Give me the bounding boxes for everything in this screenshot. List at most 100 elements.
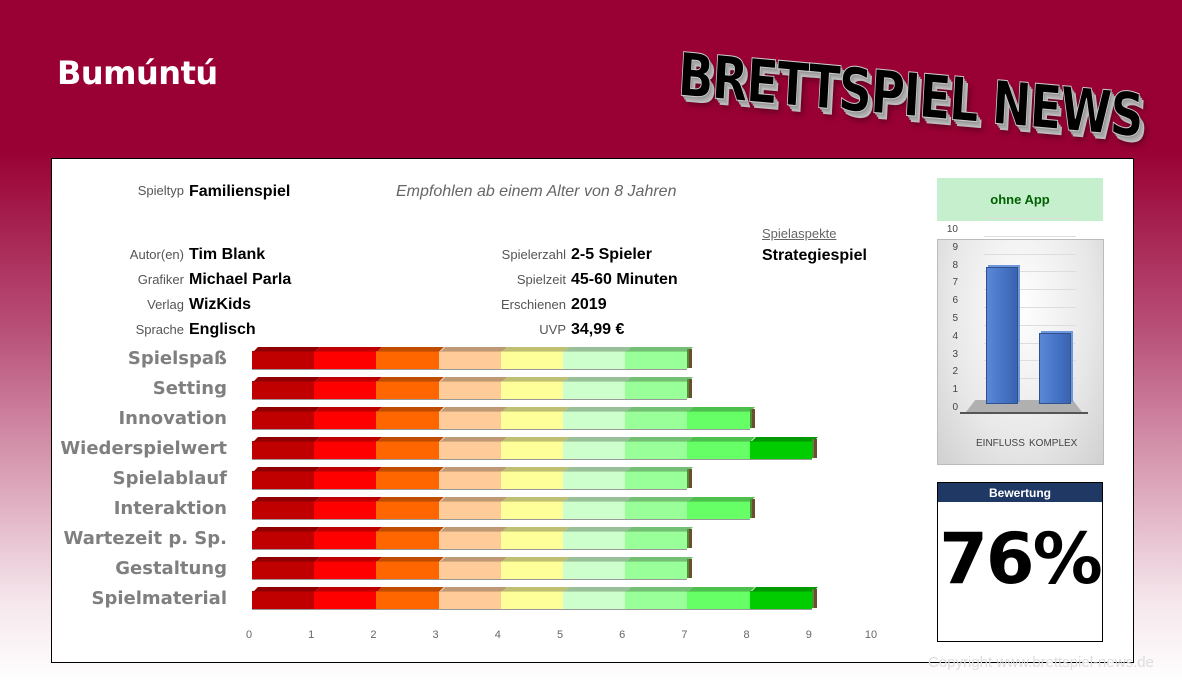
bar-end-cap xyxy=(687,529,693,548)
bar-end-cap xyxy=(687,379,693,398)
bar-segment xyxy=(438,471,501,490)
x-axis-tick: 0 xyxy=(245,629,253,641)
bar-segment xyxy=(376,501,439,520)
y-axis-tick: 1 xyxy=(952,384,958,396)
criterion-bar xyxy=(252,529,693,550)
bar-segment xyxy=(625,381,688,400)
criterion-label: Spielspaß xyxy=(127,348,227,369)
rating-value: 76% xyxy=(939,518,1103,600)
mini-category-label: KOMPLEX xyxy=(1029,438,1078,449)
bar-segment xyxy=(625,411,688,430)
publisher-value: WizKids xyxy=(189,296,252,313)
bar-segment xyxy=(252,441,315,460)
gridline xyxy=(984,378,1076,380)
bar-segment xyxy=(687,501,750,520)
bar-segment xyxy=(500,501,563,520)
bar-segment xyxy=(562,351,626,370)
criterion-bar xyxy=(252,469,693,490)
bar-segment xyxy=(500,591,563,610)
bar-segment xyxy=(749,591,812,610)
release-value: 2019 xyxy=(571,296,607,313)
bar-segment xyxy=(314,471,377,490)
bar-segment xyxy=(252,351,315,370)
x-axis-tick: 3 xyxy=(432,629,439,641)
bar-end-cap xyxy=(811,589,817,608)
criterion-bar xyxy=(252,379,693,400)
bar-segment xyxy=(500,471,563,490)
bar-segment xyxy=(314,411,377,430)
bar-segment xyxy=(438,501,501,520)
gridline xyxy=(984,235,1076,237)
x-axis-tick: 9 xyxy=(805,629,812,641)
price-value: 34,99 € xyxy=(571,321,625,338)
language-value: Englisch xyxy=(189,321,256,338)
bar-segment xyxy=(438,381,501,400)
bar-end-cap xyxy=(749,499,755,518)
bar-segment xyxy=(252,561,315,580)
author-label: Autor(en) xyxy=(129,247,184,262)
release-label: Erschienen xyxy=(500,297,566,312)
game-title: Bumúntú xyxy=(57,54,218,92)
x-axis-line xyxy=(960,412,1088,414)
bar-segment xyxy=(252,501,315,520)
y-axis-tick: 5 xyxy=(952,313,958,324)
bar-segment xyxy=(438,351,501,370)
x-axis-tick: 1 xyxy=(308,629,315,641)
criterion-label: Innovation xyxy=(118,408,227,429)
bar-segment xyxy=(252,411,315,430)
bar-segment xyxy=(314,351,377,370)
illustrator-value: Michael Parla xyxy=(189,271,292,288)
mini-category-label: EINFLUSS xyxy=(976,438,1025,449)
bar-end-cap xyxy=(687,349,693,368)
bar-segment xyxy=(625,441,688,460)
x-axis-tick: 2 xyxy=(370,629,377,641)
bar-segment xyxy=(438,441,501,460)
bar-segment xyxy=(252,591,315,610)
bar-segment xyxy=(252,531,315,550)
gridline xyxy=(984,218,1076,219)
criterion-bar xyxy=(252,499,755,520)
bar-segment xyxy=(562,591,626,610)
copyright-text: Copyright www.brettspiel-news.de xyxy=(928,654,1154,671)
criterion-label: Interaktion xyxy=(113,498,227,519)
bar-segment xyxy=(562,381,626,400)
illustrator-label: Grafiker xyxy=(137,272,184,287)
bar-end-cap xyxy=(687,559,693,578)
criterion-label: Wartezeit p. Sp. xyxy=(63,528,227,549)
x-axis-tick: 10 xyxy=(864,629,878,641)
y-axis-tick: 4 xyxy=(952,330,958,342)
y-axis-tick: 2 xyxy=(952,366,958,378)
bar-segment xyxy=(562,501,626,520)
bar-end-cap xyxy=(749,409,755,428)
x-axis-tick: 8 xyxy=(743,629,750,641)
app-badge: ohne App xyxy=(937,178,1103,221)
aspects-value: Strategiespiel xyxy=(762,247,867,264)
y-axis-tick: 9 xyxy=(952,241,958,253)
y-axis-tick: 10 xyxy=(946,224,958,235)
bar-segment xyxy=(438,591,501,610)
criterion-bar xyxy=(252,409,755,430)
rating-header: Bewertung xyxy=(938,483,1102,502)
bar-end-cap xyxy=(687,469,693,488)
influence-complexity-chart: 0 1 2 3 4 5 6 7 8 9 10 EINFLUSS KOMPLEX xyxy=(937,218,1104,465)
bar-segment xyxy=(376,411,439,430)
bar-segment xyxy=(500,441,563,460)
author-value: Tim Blank xyxy=(189,246,266,263)
logo-text: BRETTSPIEL NEWS xyxy=(676,40,1145,152)
criterion-bar xyxy=(252,589,817,610)
mini-bar-einfluss xyxy=(986,266,1018,404)
y-axis-tick: 7 xyxy=(952,277,958,289)
gridline xyxy=(984,289,1076,291)
bar-segment xyxy=(376,591,439,610)
gridline xyxy=(984,271,1076,273)
gridline xyxy=(984,360,1076,362)
y-axis-tick: 0 xyxy=(952,402,958,413)
bar-segment xyxy=(438,531,501,550)
players-label: Spielerzahl xyxy=(501,247,566,262)
bar-segment xyxy=(376,441,439,460)
criterion-label: Wiederspielwert xyxy=(60,438,227,459)
bar-segment xyxy=(500,531,563,550)
mini-bar-komplex xyxy=(1039,332,1071,404)
publisher-label: Verlag xyxy=(147,297,184,312)
bar-segment xyxy=(314,531,377,550)
